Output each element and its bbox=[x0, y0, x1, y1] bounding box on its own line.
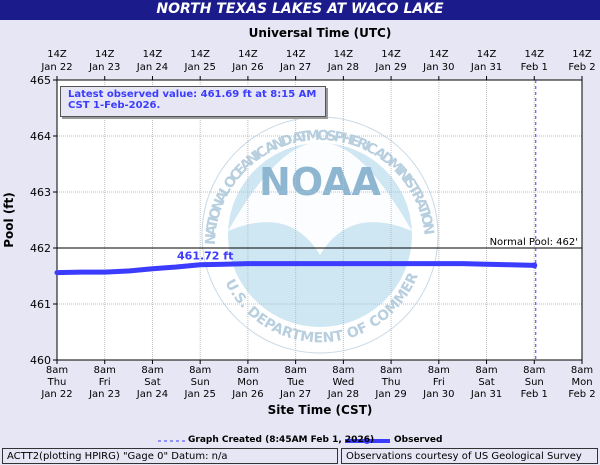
top-tick-time: 14Z bbox=[143, 49, 163, 60]
bottom-tick-day: Mon bbox=[571, 377, 592, 388]
bottom-tick-time: 8am bbox=[475, 365, 497, 376]
normal-pool-label: Normal Pool: 462' bbox=[490, 237, 578, 248]
bottom-tick-time: 8am bbox=[94, 365, 116, 376]
bottom-tick-time: 8am bbox=[189, 365, 211, 376]
bottom-tick-time: 8am bbox=[141, 365, 163, 376]
top-tick-date: Jan 24 bbox=[136, 62, 168, 73]
footer-credit: Observations courtesy of US Geological S… bbox=[341, 448, 598, 464]
top-tick-date: Feb 1 bbox=[521, 62, 548, 73]
top-tick-time: 14Z bbox=[524, 49, 544, 60]
bottom-tick-day: Sun bbox=[525, 377, 544, 388]
bottom-tick-day: Thu bbox=[47, 377, 67, 388]
legend-created-label: Graph Created (8:45AM Feb 1, 2026) bbox=[188, 435, 375, 445]
top-tick-time: 14Z bbox=[47, 49, 67, 60]
top-tick-date: Jan 26 bbox=[231, 62, 263, 73]
bottom-tick-date: Jan 28 bbox=[327, 389, 359, 400]
top-tick-date: Jan 22 bbox=[40, 62, 72, 73]
bottom-tick-time: 8am bbox=[332, 365, 354, 376]
top-tick-time: 14Z bbox=[190, 49, 210, 60]
top-tick-time: 14Z bbox=[429, 49, 449, 60]
top-tick-time: 14Z bbox=[572, 49, 592, 60]
y-tick-label: 463 bbox=[30, 186, 51, 199]
bottom-tick-date: Jan 26 bbox=[231, 389, 263, 400]
y-axis-title: Pool (ft) bbox=[2, 192, 16, 248]
noaa-outer-ring bbox=[201, 116, 439, 354]
bottom-tick-date: Jan 30 bbox=[422, 389, 454, 400]
top-tick-time: 14Z bbox=[334, 49, 354, 60]
top-axis-title: Universal Time (UTC) bbox=[249, 26, 392, 40]
bottom-tick-time: 8am bbox=[523, 365, 545, 376]
bottom-tick-date: Jan 25 bbox=[184, 389, 216, 400]
bottom-tick-date: Feb 2 bbox=[568, 389, 595, 400]
bottom-tick-day: Tue bbox=[286, 377, 304, 388]
bottom-tick-day: Sat bbox=[478, 377, 494, 388]
y-tick-label: 461 bbox=[30, 298, 51, 311]
title-bar bbox=[0, 0, 600, 20]
y-tick-label: 460 bbox=[30, 354, 51, 367]
noaa-bird-shape bbox=[228, 142, 412, 255]
bottom-tick-date: Jan 31 bbox=[470, 389, 502, 400]
noaa-logo-text: NOAA bbox=[259, 160, 381, 204]
latest-value-line2: CST 1-Feb-2026. bbox=[68, 100, 161, 111]
footer-gauge-info: ACTT2(plotting HPIRG) "Gage 0" Datum: n/… bbox=[2, 448, 338, 464]
observed-point-label: 461.72 ft bbox=[177, 250, 233, 263]
top-tick-date: Jan 28 bbox=[327, 62, 359, 73]
top-tick-time: 14Z bbox=[381, 49, 401, 60]
legend-observed-marker bbox=[364, 438, 370, 444]
bottom-tick-time: 8am bbox=[285, 365, 307, 376]
observed-last-point bbox=[531, 262, 538, 269]
bottom-tick-time: 8am bbox=[428, 365, 450, 376]
y-tick-label: 464 bbox=[30, 130, 51, 143]
bottom-tick-date: Jan 29 bbox=[374, 389, 406, 400]
top-tick-date: Jan 27 bbox=[279, 62, 311, 73]
top-tick-time: 14Z bbox=[95, 49, 115, 60]
y-tick-label: 465 bbox=[30, 74, 51, 87]
bottom-tick-day: Fri bbox=[99, 377, 111, 388]
bottom-tick-date: Jan 23 bbox=[88, 389, 120, 400]
top-tick-time: 14Z bbox=[238, 49, 258, 60]
bottom-axis-title: Site Time (CST) bbox=[268, 403, 373, 417]
latest-value-line1: Latest observed value: 461.69 ft at 8:15… bbox=[68, 89, 317, 100]
page-title: NORTH TEXAS LAKES AT WACO LAKE bbox=[156, 1, 444, 17]
top-tick-time: 14Z bbox=[286, 49, 306, 60]
bottom-tick-date: Jan 27 bbox=[279, 389, 311, 400]
bottom-tick-date: Jan 22 bbox=[40, 389, 72, 400]
bottom-tick-day: Mon bbox=[237, 377, 258, 388]
bottom-tick-time: 8am bbox=[571, 365, 593, 376]
bottom-tick-time: 8am bbox=[380, 365, 402, 376]
y-tick-label: 462 bbox=[30, 242, 51, 255]
bottom-tick-day: Fri bbox=[433, 377, 445, 388]
plot-frame bbox=[56, 79, 583, 361]
legend: Graph Created (8:45AM Feb 1, 2026) Obser… bbox=[0, 433, 600, 447]
bottom-tick-time: 8am bbox=[46, 365, 68, 376]
top-tick-date: Jan 23 bbox=[88, 62, 120, 73]
top-tick-date: Jan 29 bbox=[374, 62, 406, 73]
bottom-tick-day: Sat bbox=[144, 377, 160, 388]
bottom-tick-day: Wed bbox=[332, 377, 354, 388]
latest-value-box bbox=[60, 86, 326, 117]
top-tick-date: Jan 31 bbox=[470, 62, 502, 73]
bottom-tick-time: 8am bbox=[237, 365, 259, 376]
top-tick-date: Jan 25 bbox=[184, 62, 216, 73]
top-tick-date: Jan 30 bbox=[422, 62, 454, 73]
bottom-tick-day: Thu bbox=[381, 377, 401, 388]
top-tick-time: 14Z bbox=[477, 49, 497, 60]
bottom-tick-date: Jan 24 bbox=[136, 389, 168, 400]
top-tick-date: Feb 2 bbox=[568, 62, 595, 73]
bottom-tick-day: Sun bbox=[191, 377, 210, 388]
legend-observed-label: Observed bbox=[394, 435, 443, 445]
bottom-tick-date: Feb 1 bbox=[521, 389, 548, 400]
observed-series-line bbox=[54, 261, 537, 276]
